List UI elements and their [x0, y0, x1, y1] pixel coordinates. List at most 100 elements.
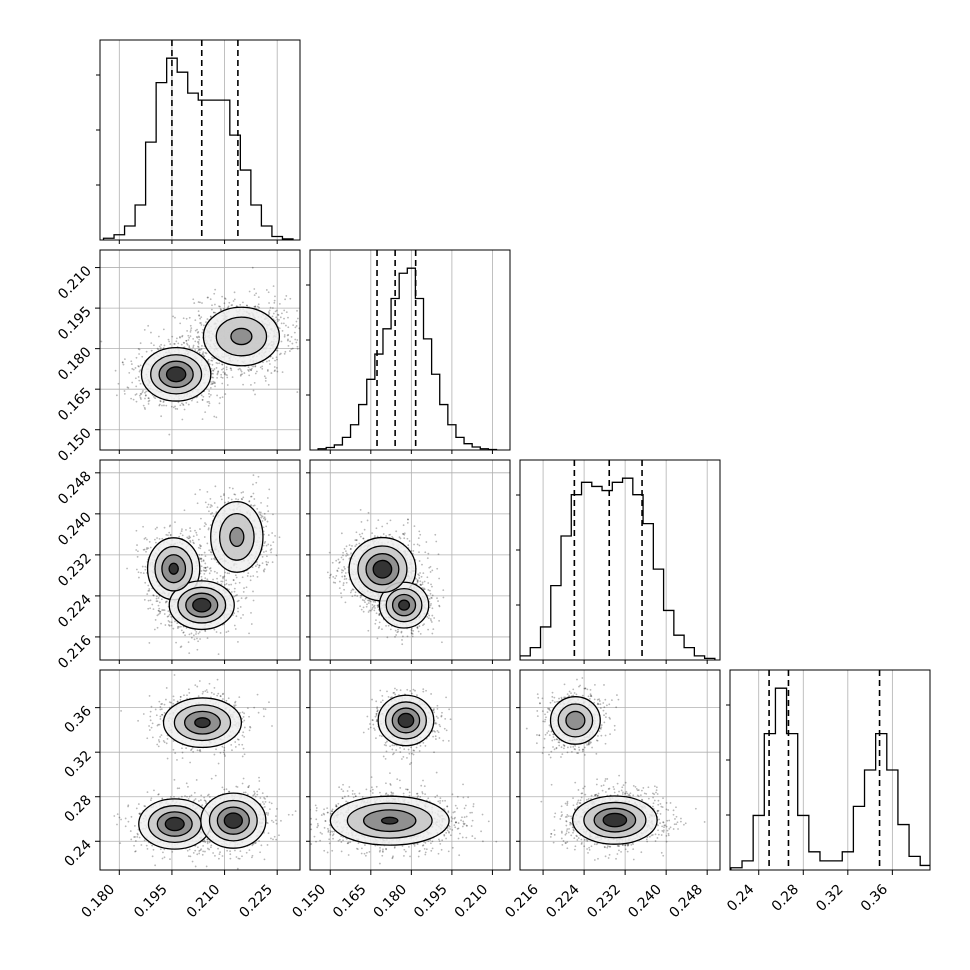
scatter-point: [216, 362, 219, 365]
scatter-point: [178, 335, 181, 338]
scatter-point: [240, 498, 243, 500]
scatter-point: [273, 299, 276, 302]
scatter-point: [214, 382, 216, 384]
scatter-point: [130, 397, 133, 400]
scatter-point: [223, 302, 226, 305]
scatter-point: [227, 497, 230, 499]
scatter-point: [250, 369, 252, 372]
scatter-point: [182, 631, 185, 634]
scatter-point: [263, 570, 265, 573]
scatter-point: [217, 371, 220, 373]
scatter-point: [207, 358, 210, 361]
scatter-point: [187, 537, 190, 540]
scatter-point: [278, 536, 281, 539]
scatter-point: [313, 354, 315, 356]
scatter-point: [192, 346, 195, 349]
scatter-point: [225, 366, 228, 369]
panel-frame: [99, 459, 301, 661]
scatter-point: [394, 629, 397, 632]
scatter-point: [153, 628, 156, 631]
scatter-point: [131, 381, 134, 384]
scatter-point: [138, 353, 140, 355]
scatter-point: [157, 335, 160, 338]
scatter-point: [152, 594, 155, 597]
scatter-point: [251, 566, 254, 569]
scatter-point: [221, 368, 223, 371]
scatter-point: [232, 579, 235, 581]
scatter-point: [278, 327, 281, 330]
scatter-point: [137, 550, 139, 553]
scatter-point: [157, 348, 160, 351]
scatter-point: [167, 610, 170, 613]
scatter-point: [262, 544, 265, 547]
scatter-point: [203, 324, 205, 327]
scatter-point: [209, 386, 212, 389]
scatter-point: [263, 512, 266, 515]
scatter-point: [210, 383, 213, 386]
scatter-point: [240, 597, 243, 600]
histogram-2: [317, 267, 498, 450]
scatter-point: [222, 576, 225, 579]
scatter-point: [167, 620, 170, 622]
scatter-point: [272, 541, 275, 544]
scatter-point: [211, 359, 214, 362]
scatter-point: [240, 370, 243, 373]
scatter-point: [266, 520, 269, 523]
scatter-point: [210, 359, 213, 362]
scatter-point: [296, 339, 299, 341]
panel-1-2: [100, 266, 315, 436]
scatter-point: [276, 349, 279, 352]
scatter-point: [343, 547, 346, 550]
scatter-point: [362, 537, 365, 540]
scatter-point: [209, 497, 212, 500]
scatter-point: [226, 384, 229, 386]
scatter-point: [220, 498, 223, 501]
scatter-point: [143, 406, 146, 409]
scatter-point: [271, 532, 274, 534]
scatter-point: [274, 359, 276, 362]
scatter-point: [193, 542, 195, 545]
scatter-point: [250, 369, 253, 371]
scatter-point: [233, 493, 236, 496]
scatter-point: [220, 376, 223, 379]
scatter-point: [197, 310, 200, 313]
scatter-point: [202, 569, 205, 572]
scatter-point: [195, 336, 198, 338]
scatter-point: [188, 346, 191, 349]
scatter-point: [348, 557, 351, 560]
scatter-point: [263, 516, 266, 519]
scatter-point: [208, 363, 211, 366]
scatter-point: [196, 401, 199, 403]
scatter-point: [127, 386, 130, 389]
scatter-point: [191, 539, 194, 542]
scatter-point: [170, 624, 173, 627]
scatter-point: [275, 356, 278, 359]
scatter-point: [145, 550, 147, 553]
scatter-point: [265, 544, 268, 547]
scatter-point: [204, 566, 207, 569]
scatter-point: [221, 576, 224, 578]
scatter-point: [156, 526, 158, 529]
scatter-point: [223, 373, 226, 375]
scatter-point: [251, 266, 254, 269]
scatter-point: [206, 578, 209, 581]
scatter-point: [147, 324, 150, 327]
contour-level: [192, 597, 212, 613]
scatter-point: [142, 404, 145, 407]
scatter-point: [196, 328, 198, 331]
scatter-point: [428, 566, 431, 569]
scatter-point: [265, 550, 268, 553]
scatter-point: [156, 347, 159, 350]
scatter-point: [208, 390, 211, 392]
scatter-point: [188, 345, 191, 347]
scatter-point: [189, 539, 192, 542]
scatter-point: [246, 304, 248, 307]
scatter-point: [418, 560, 421, 562]
scatter-point: [220, 583, 223, 586]
scatter-point: [192, 337, 195, 340]
scatter-point: [123, 392, 126, 395]
scatter-point: [168, 433, 171, 436]
scatter-point: [247, 369, 249, 371]
scatter-point: [207, 404, 210, 407]
scatter-point: [230, 369, 233, 372]
